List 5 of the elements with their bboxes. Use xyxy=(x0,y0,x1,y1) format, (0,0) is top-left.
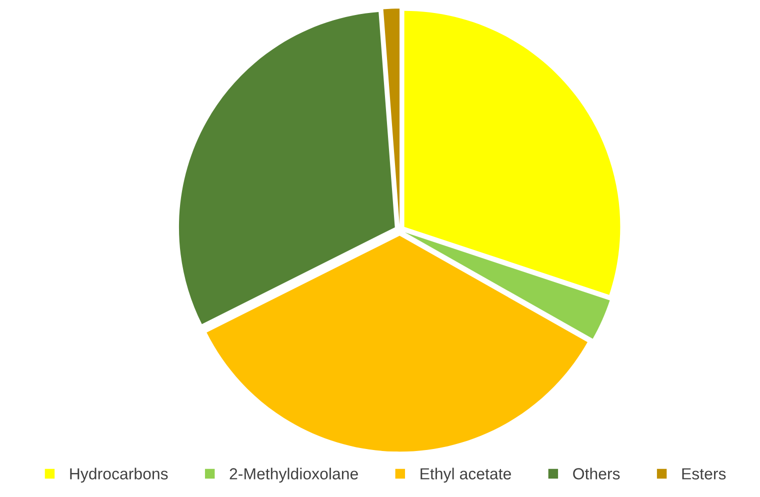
legend-label: Hydrocarbons xyxy=(70,468,168,483)
legend-label: Others xyxy=(573,468,620,480)
legend-label: Ethyl acetate xyxy=(420,468,511,483)
legend-label: Esters xyxy=(682,468,726,480)
legend-label: 2-Methyldioxolane xyxy=(230,468,358,483)
